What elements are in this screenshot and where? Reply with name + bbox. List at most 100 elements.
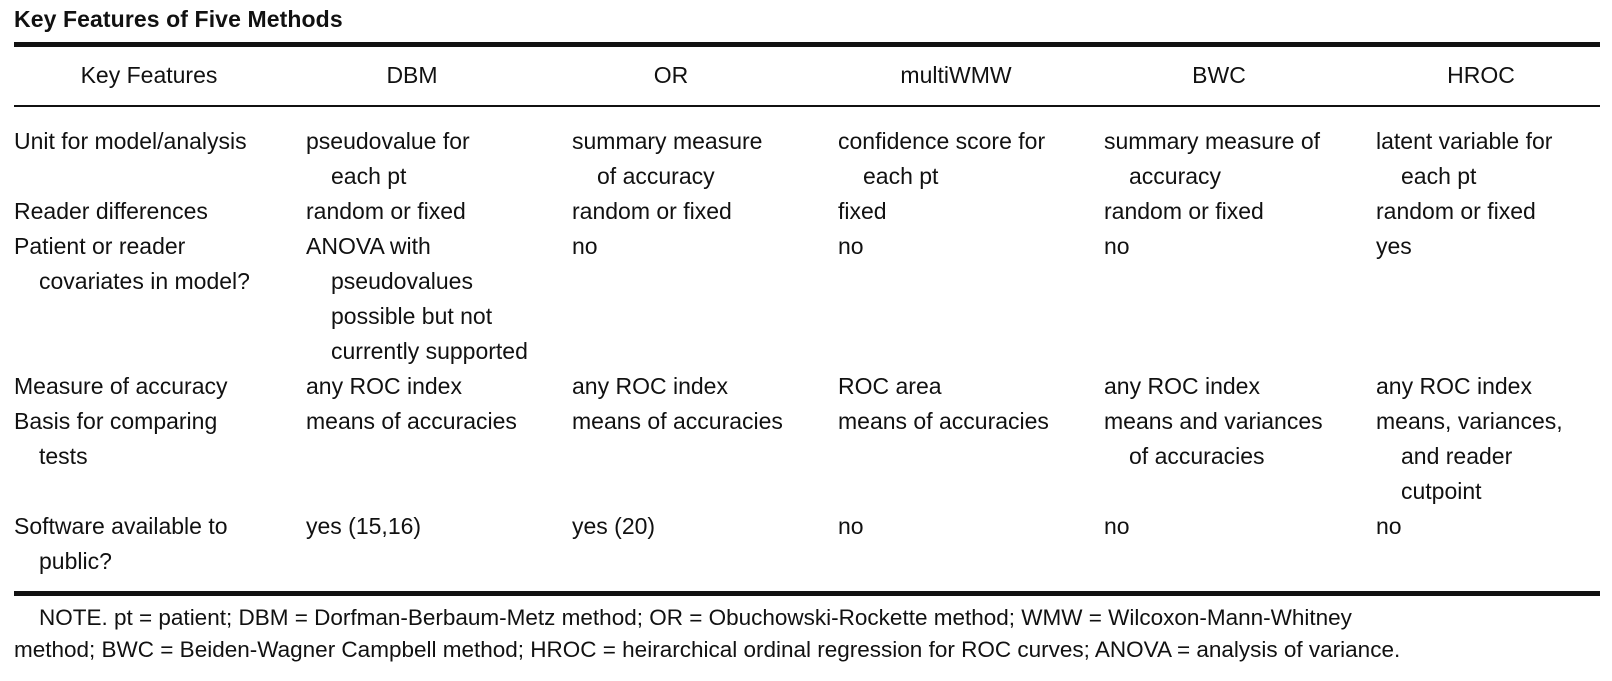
column-header-hroc: HROC bbox=[1447, 62, 1515, 88]
cell-hroc: means, variances, and reader cutpoint bbox=[1376, 404, 1600, 509]
table-body: Unit for model/analysis pseudovalue for ea… bbox=[14, 124, 1600, 579]
column-header-bwc: BWC bbox=[1192, 62, 1246, 88]
cell-text-line: Measure of accuracy bbox=[14, 373, 228, 399]
cell-text-line: confidence score for bbox=[838, 128, 1046, 154]
cell-text-line: no bbox=[838, 513, 864, 539]
cell-text-line: each pt bbox=[863, 163, 939, 189]
table-row: Measure of accuracy any ROC index any ROC … bbox=[14, 369, 1600, 404]
bottom-rule bbox=[14, 591, 1600, 596]
cell-multiwmw: ROC area bbox=[838, 369, 1104, 404]
cell-text-line: cutpoint bbox=[1401, 478, 1482, 504]
cell-text-line: fixed bbox=[838, 198, 887, 224]
cell-text-line: pseudovalue for bbox=[306, 128, 470, 154]
cell-hroc: random or fixed bbox=[1376, 194, 1600, 229]
table-row: Unit for model/analysis pseudovalue for ea… bbox=[14, 124, 1600, 194]
cell-dbm: any ROC index bbox=[306, 369, 572, 404]
row-feature-cell: Patient or reader covariates in model? bbox=[14, 229, 306, 299]
row-feature-cell: Reader differences bbox=[14, 194, 306, 229]
table-footnote: NOTE. pt = patient; DBM = Dorfman-Berbau… bbox=[14, 602, 1600, 666]
cell-text-line: means of accuracies bbox=[572, 408, 783, 434]
cell-bwc: no bbox=[1104, 509, 1376, 544]
cell-text-line: public? bbox=[39, 548, 112, 574]
cell-text-line: covariates in model? bbox=[39, 268, 250, 294]
cell-text-line: Patient or reader bbox=[14, 233, 186, 259]
cell-text-line: any ROC index bbox=[1376, 373, 1532, 399]
table-row: Reader differences random or fixed random … bbox=[14, 194, 1600, 229]
cell-multiwmw: confidence score for each pt bbox=[838, 124, 1104, 194]
cell-text-line: Basis for comparing bbox=[14, 408, 218, 434]
cell-text-line: no bbox=[1376, 513, 1402, 539]
row-feature-cell: Measure of accuracy bbox=[14, 369, 306, 404]
cell-dbm: yes (15,16) bbox=[306, 509, 572, 544]
cell-text-line: currently supported bbox=[331, 338, 528, 364]
cell-text-line: of accuracy bbox=[597, 163, 715, 189]
cell-text-line: no bbox=[838, 233, 864, 259]
cell-text-line: accuracy bbox=[1129, 163, 1222, 189]
header-rule bbox=[14, 105, 1600, 107]
cell-text-line: any ROC index bbox=[572, 373, 728, 399]
table-row: Software available to public? yes (15,16) y… bbox=[14, 509, 1600, 579]
cell-text-line: Unit for model/analysis bbox=[14, 128, 247, 154]
table-row: Patient or reader covariates in model? ANO… bbox=[14, 229, 1600, 369]
cell-text-line: yes bbox=[1376, 233, 1412, 259]
cell-dbm: means of accuracies bbox=[306, 404, 572, 439]
cell-text-line: ROC area bbox=[838, 373, 942, 399]
table-row: Basis for comparing tests means of accurac… bbox=[14, 404, 1600, 509]
cell-text-line: means and variances bbox=[1104, 408, 1323, 434]
cell-bwc: any ROC index bbox=[1104, 369, 1376, 404]
cell-text-line: means, variances, bbox=[1376, 408, 1563, 434]
cell-text-line: no bbox=[1104, 513, 1130, 539]
cell-text-line: no bbox=[1104, 233, 1130, 259]
cell-text-line: of accuracies bbox=[1129, 443, 1265, 469]
cell-text-line: random or fixed bbox=[1104, 198, 1264, 224]
cell-text-line: tests bbox=[39, 443, 88, 469]
cell-text-line: any ROC index bbox=[1104, 373, 1260, 399]
top-rule bbox=[14, 42, 1600, 47]
cell-text-line: summary measure bbox=[572, 128, 763, 154]
cell-text-line: and reader bbox=[1401, 443, 1513, 469]
cell-text-line: no bbox=[572, 233, 598, 259]
cell-text-line: random or fixed bbox=[572, 198, 732, 224]
footnote-line: method; BWC = Beiden-Wagner Campbell met… bbox=[14, 637, 1401, 662]
cell-multiwmw: means of accuracies bbox=[838, 404, 1104, 439]
cell-or: means of accuracies bbox=[572, 404, 838, 439]
cell-text-line: means of accuracies bbox=[306, 408, 517, 434]
cell-text-line: summary measure of bbox=[1104, 128, 1321, 154]
cell-hroc: any ROC index bbox=[1376, 369, 1600, 404]
cell-hroc: yes bbox=[1376, 229, 1600, 264]
cell-bwc: random or fixed bbox=[1104, 194, 1376, 229]
cell-text-line: random or fixed bbox=[306, 198, 466, 224]
cell-text-line: yes (20) bbox=[572, 513, 656, 539]
cell-text-line: yes (15,16) bbox=[306, 513, 422, 539]
cell-text-line: each pt bbox=[1401, 163, 1477, 189]
row-feature-cell: Basis for comparing tests bbox=[14, 404, 306, 474]
row-feature-cell: Unit for model/analysis bbox=[14, 124, 306, 159]
cell-text-line: means of accuracies bbox=[838, 408, 1049, 434]
cell-text-line: Software available to bbox=[14, 513, 228, 539]
cell-dbm: random or fixed bbox=[306, 194, 572, 229]
cell-multiwmw: no bbox=[838, 229, 1104, 264]
cell-text-line: possible but not bbox=[331, 303, 493, 329]
column-header-key-features: Key Features bbox=[80, 62, 218, 88]
column-header-multiwmw: multiWMW bbox=[900, 62, 1012, 88]
cell-hroc: no bbox=[1376, 509, 1600, 544]
cell-text-line: Reader differences bbox=[14, 198, 208, 224]
cell-text-line: random or fixed bbox=[1376, 198, 1536, 224]
cell-or: any ROC index bbox=[572, 369, 838, 404]
table-header-row: Key Features DBM OR multiWMW BWC HROC bbox=[14, 62, 1600, 98]
cell-text-line: each pt bbox=[331, 163, 407, 189]
footnote-line: NOTE. pt = patient; DBM = Dorfman-Berbau… bbox=[39, 605, 1352, 630]
cell-text-line: any ROC index bbox=[306, 373, 462, 399]
cell-text-line: pseudovalues bbox=[331, 268, 473, 294]
row-feature-cell: Software available to public? bbox=[14, 509, 306, 579]
column-header-dbm: DBM bbox=[386, 62, 438, 88]
cell-multiwmw: no bbox=[838, 509, 1104, 544]
cell-dbm: pseudovalue for each pt bbox=[306, 124, 572, 194]
cell-text-line: ANOVA with bbox=[306, 233, 431, 259]
cell-or: summary measure of accuracy bbox=[572, 124, 838, 194]
cell-bwc: means and variances of accuracies bbox=[1104, 404, 1376, 474]
column-header-or: OR bbox=[653, 62, 689, 88]
cell-text-line: latent variable for bbox=[1376, 128, 1553, 154]
cell-or: yes (20) bbox=[572, 509, 838, 544]
cell-or: random or fixed bbox=[572, 194, 838, 229]
